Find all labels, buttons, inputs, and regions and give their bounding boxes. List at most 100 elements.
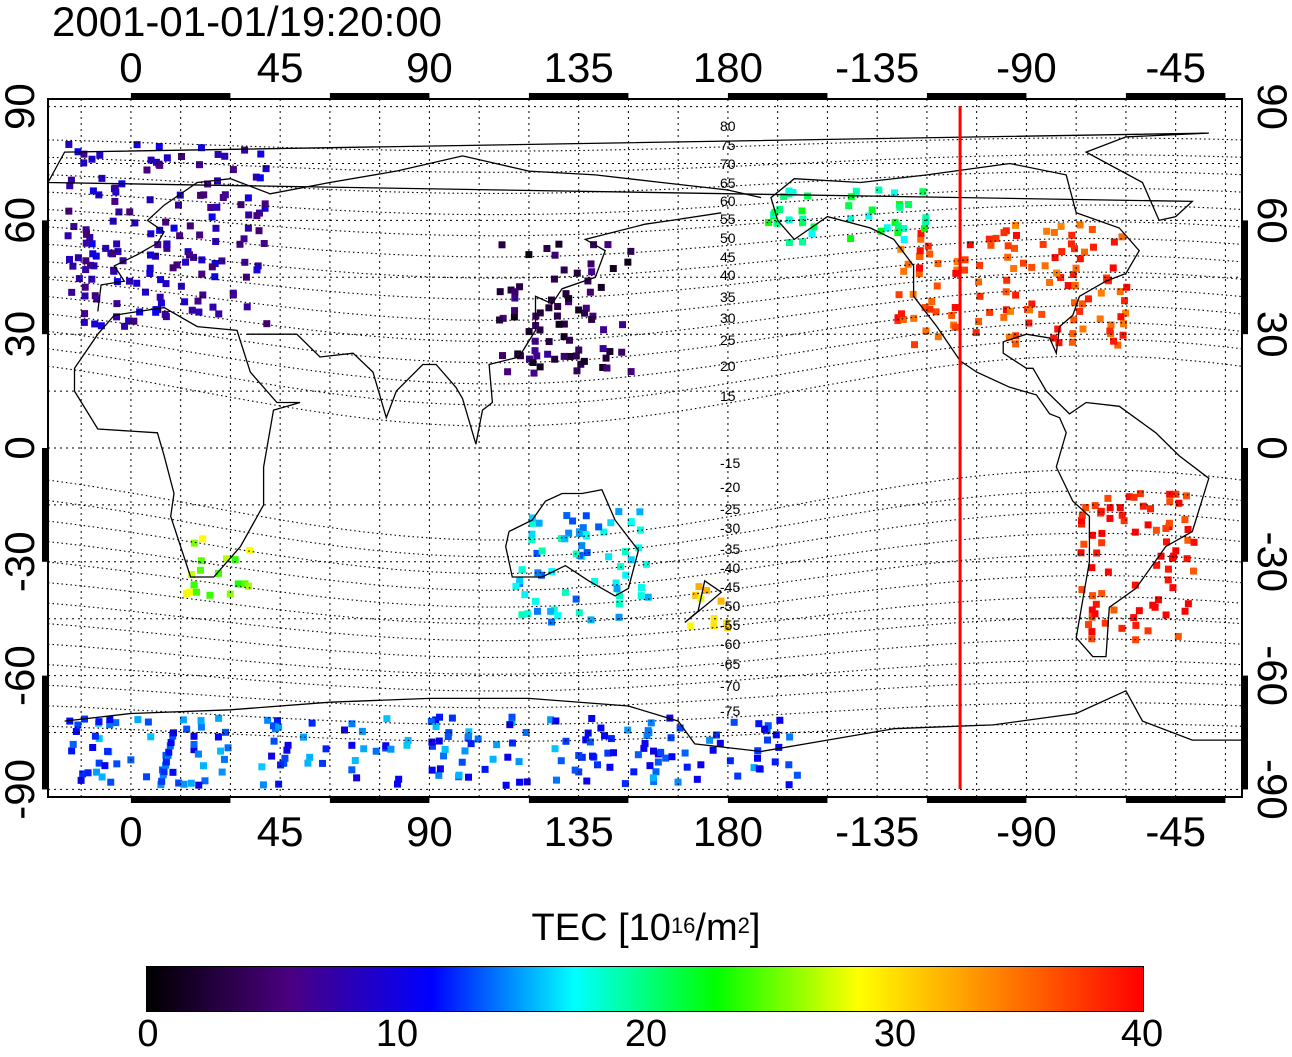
tec-sample-antarctica [772,731,780,739]
tec-sample-europe [66,182,74,190]
tec-sample-east-asia [627,368,635,376]
tec-sample-europe [113,300,121,308]
tec-sample-north-america [1041,262,1049,270]
tec-sample-north-america [1068,338,1076,346]
tec-sample-antarctica [95,735,103,743]
tec-sample-east-asia [581,309,589,317]
tec-sample-europe [161,310,169,318]
tec-sample-north-america [1067,240,1075,248]
tec-sample-antarctica [588,752,596,760]
tec-sample-antarctica [697,761,705,769]
tec-sample-europe [195,308,203,316]
tec-sample-europe [115,208,123,216]
tec-sample-antarctica [557,757,565,765]
tec-sample-alaska-canada [804,192,812,200]
tec-sample-antarctica [68,747,76,755]
tec-sample-australia [582,512,590,520]
tec-sample-north-america [911,341,919,349]
tec-sample-south-america [1154,596,1162,604]
tec-sample-antarctica [445,729,453,737]
tec-sample-alaska-canada [847,215,855,223]
tec-sample-east-asia [544,350,552,358]
tec-sample-antarctica [583,777,591,785]
frame-tick-bottom [1125,797,1226,803]
tec-sample-antarctica [621,780,629,788]
frame-tick-bottom [130,797,231,803]
tec-sample-north-america [1084,295,1092,303]
tec-sample-europe [212,238,220,246]
tec-sample-alaska-canada [799,238,807,246]
tec-sample-antarctica [360,745,368,753]
tec-sample-antarctica [190,746,198,754]
tec-sample-east-asia [554,303,562,311]
tec-sample-antarctica [630,768,638,776]
tec-sample-europe [163,244,171,252]
tec-sample-antarctica [771,758,779,766]
tec-sample-antarctica [754,754,762,762]
tec-sample-south-america [1116,504,1124,512]
tec-sample-antarctica [465,732,473,740]
tec-sample-east-asia [551,251,559,259]
tec-sample-antarctica [197,717,205,725]
tec-sample-antarctica [764,736,772,744]
tec-sample-north-america [1039,240,1047,248]
tec-sample-south-america [1175,499,1183,507]
tec-sample-europe [255,227,263,235]
tec-sample-antarctica [147,733,155,741]
tec-sample-alaska-canada [847,193,855,201]
tec-data-layer [64,140,1198,789]
tec-sample-europe [111,197,119,205]
tec-sample-southern-africa [197,557,205,565]
timestamp-title: 2001-01-01/19:20:00 [52,0,442,45]
magnetic-latitude-label: -25 [720,501,740,517]
tec-sample-south-america [1144,627,1152,635]
tec-sample-antarctica [646,762,654,770]
tec-sample-east-asia [560,320,568,328]
tec-sample-east-asia [587,260,595,268]
tec-sample-europe [133,141,141,149]
tec-sample-alaska-canada [865,212,873,220]
tec-sample-antarctica [358,727,366,735]
tec-sample-antarctica [674,778,682,786]
tec-sample-north-america [1000,313,1008,321]
tec-sample-north-america [1117,313,1125,321]
tec-sample-north-america [1081,248,1089,256]
tec-sample-south-america [1181,607,1189,615]
tec-map: 80 75 70 65 60 55 50 45 40 35 30 25 20 15 -15 -20 -25 -30… [0,44,1292,855]
frame-tick-left [42,675,48,790]
tec-sample-alaska-canada [919,188,927,196]
magnetic-latitude-label: 75 [720,137,736,153]
tec-sample-north-america [976,261,984,269]
tec-sample-australia [576,551,584,559]
tec-sample-east-asia [588,315,596,323]
tec-sample-australia [579,524,587,532]
tec-sample-south-america [1183,555,1191,563]
tec-sample-east-asia [577,360,585,368]
tec-sample-north-america [1068,231,1076,239]
tec-sample-europe [215,310,223,318]
tec-sample-europe [143,166,151,174]
tec-sample-europe [80,159,88,167]
tec-sample-antarctica [221,728,229,736]
tec-sample-alaska-canada [773,219,781,227]
magnetic-latitude-label: -50 [720,598,740,614]
tec-sample-australia [575,529,583,537]
tec-sample-europe [81,283,89,291]
tec-sample-australia [561,535,569,543]
magnetic-latitude-label: 40 [720,267,736,283]
tec-sample-antarctica [502,781,510,789]
magnetic-latitude-contour [47,469,1243,541]
tec-sample-europe [82,257,90,265]
frame-tick-right [1242,675,1248,790]
tec-sample-antarctica [726,757,734,765]
tec-sample-alaska-canada [868,206,876,214]
tec-sample-antarctica [436,765,444,773]
tec-sample-europe [207,204,215,212]
tec-sample-antarctica [348,766,356,774]
tec-sample-north-america [1078,300,1086,308]
tec-sample-north-america [1110,238,1118,246]
tec-sample-north-america [1110,337,1118,345]
tec-sample-antarctica [516,778,524,786]
tec-sample-antarctica [107,778,115,786]
tec-sample-antarctica [98,773,106,781]
